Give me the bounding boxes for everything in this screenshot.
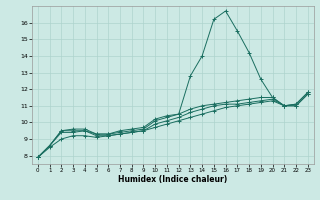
X-axis label: Humidex (Indice chaleur): Humidex (Indice chaleur) xyxy=(118,175,228,184)
